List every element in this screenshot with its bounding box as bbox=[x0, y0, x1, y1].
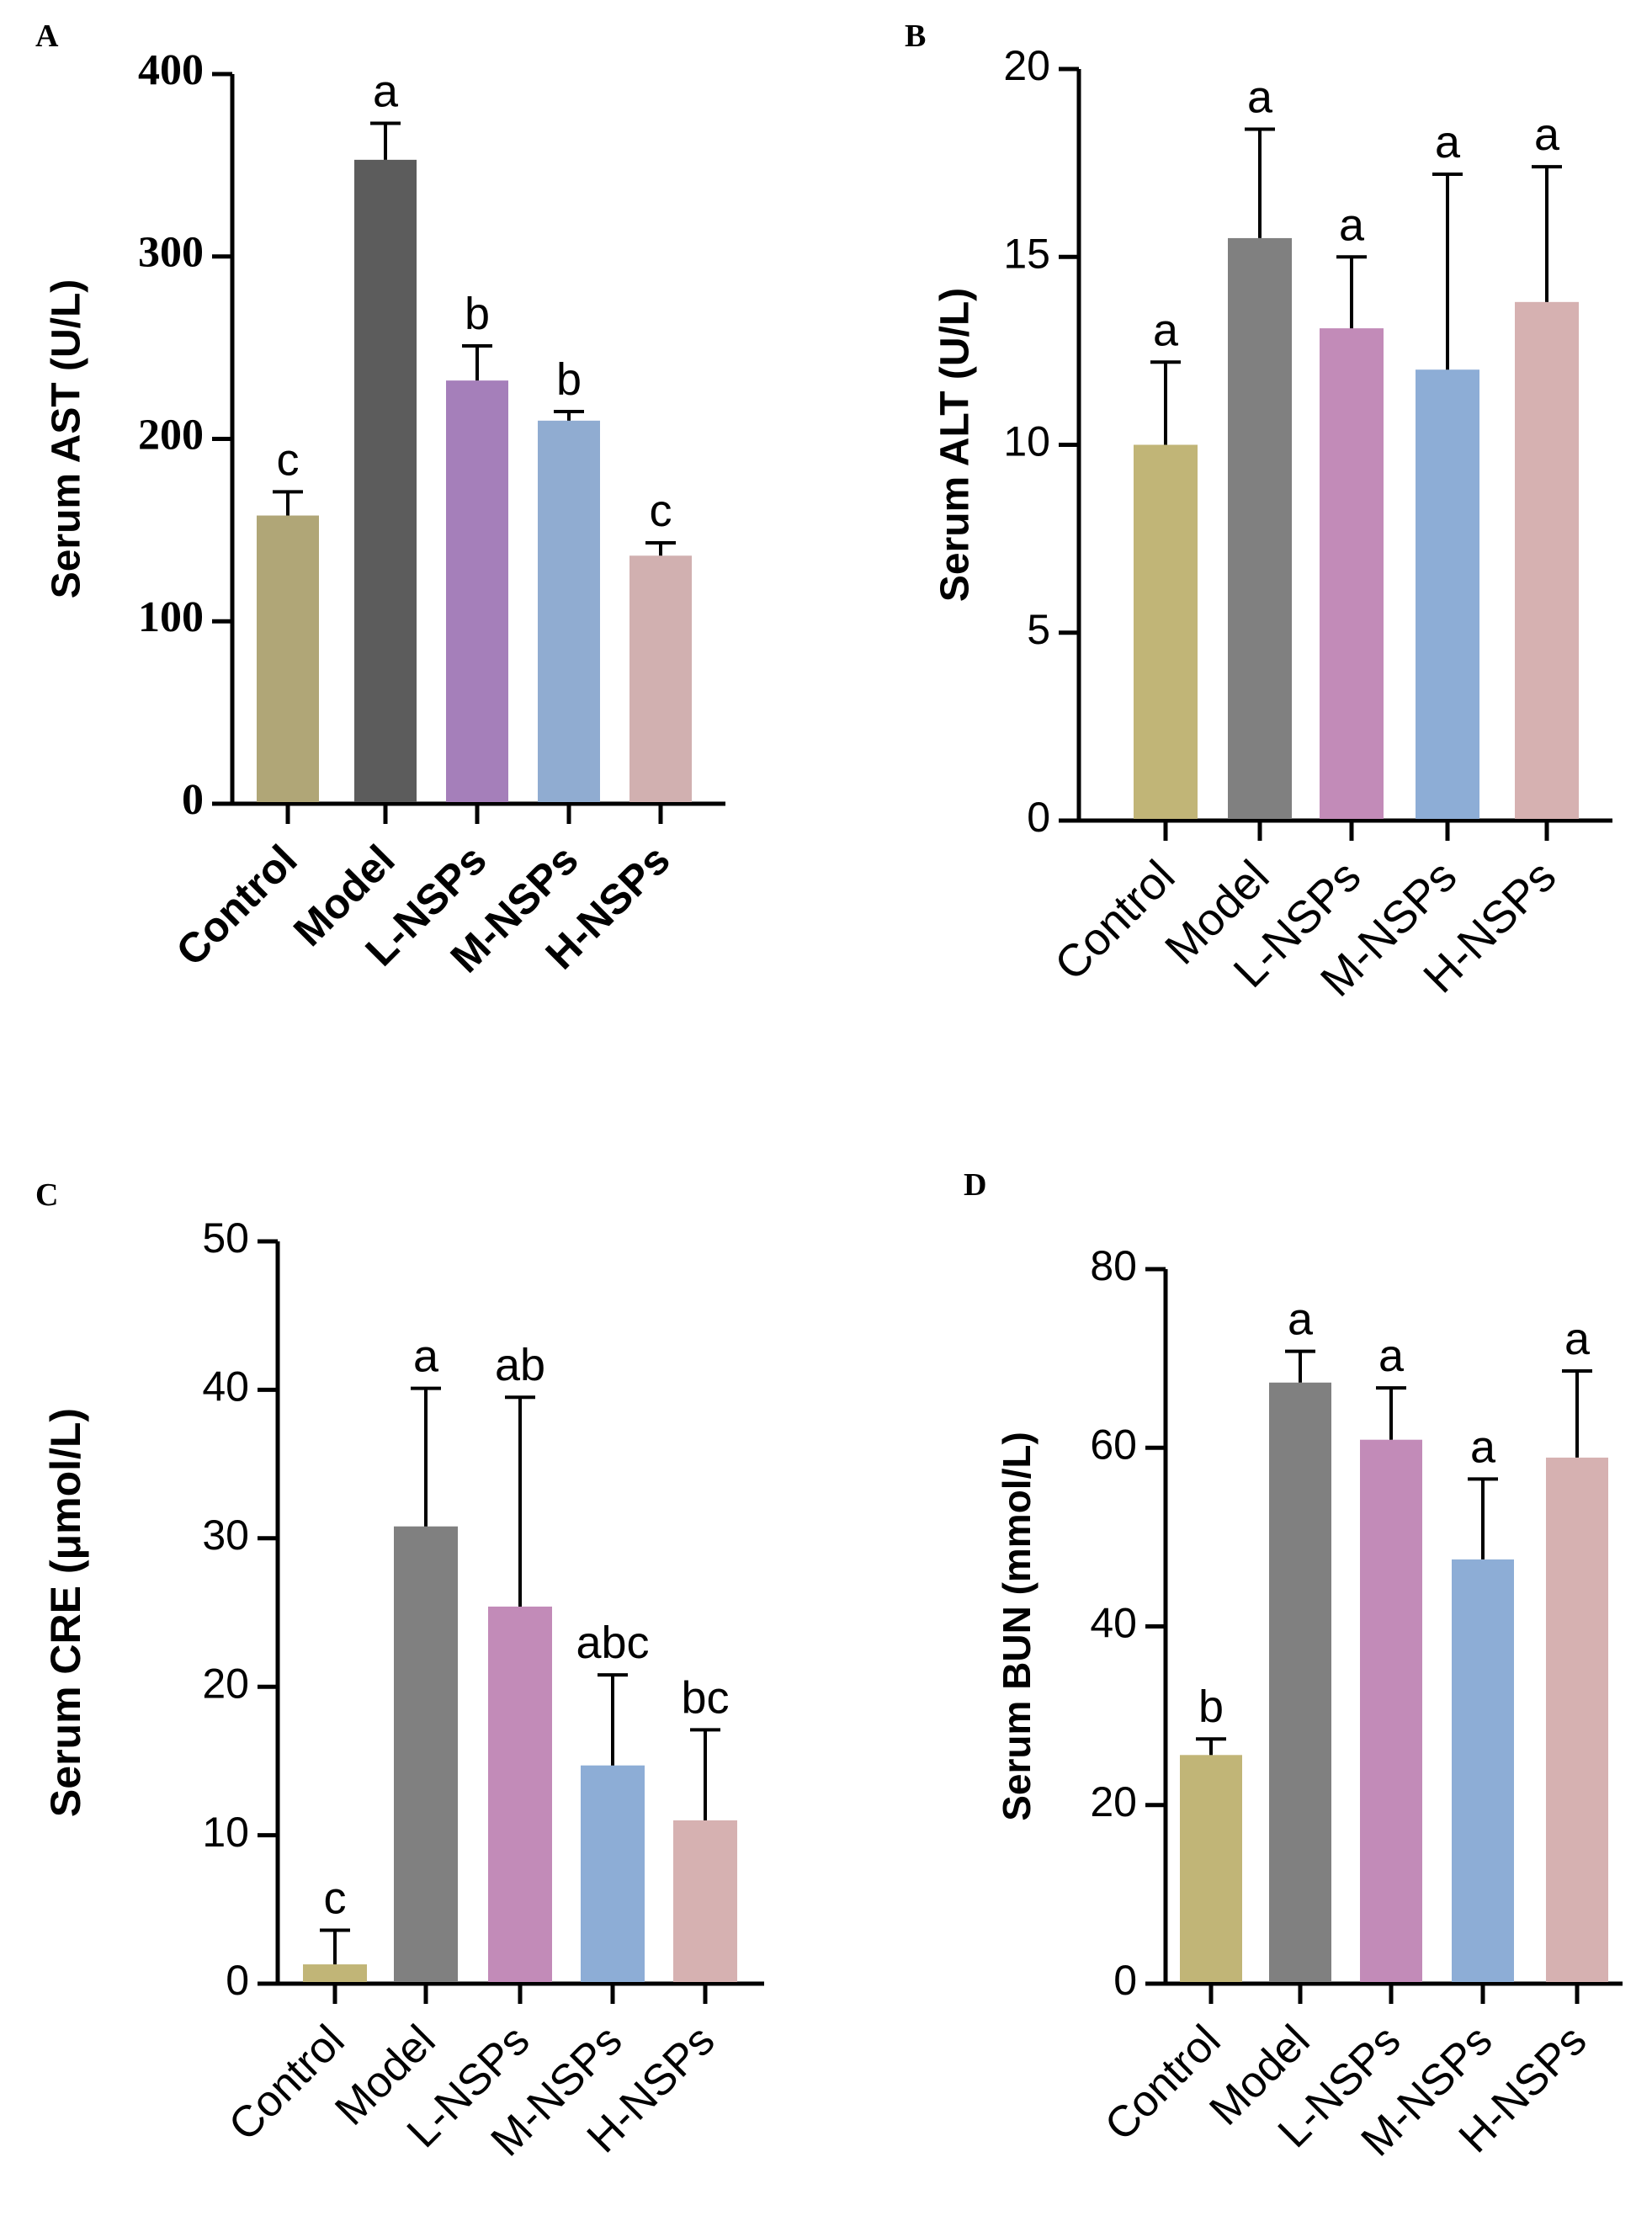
y-tick-label: 0 bbox=[1113, 1957, 1137, 2004]
y-tick-label: 60 bbox=[1090, 1421, 1137, 1468]
bar-l-nsps bbox=[488, 1606, 552, 1982]
y-tick-label: 20 bbox=[202, 1660, 249, 1707]
significance-label: b bbox=[465, 289, 490, 339]
significance-label: a bbox=[1435, 117, 1461, 167]
bar-m-nsps bbox=[1416, 369, 1479, 819]
significance-label: a bbox=[1153, 305, 1179, 355]
significance-label: a bbox=[1378, 1331, 1405, 1381]
bar-control bbox=[257, 515, 319, 802]
significance-label: abc bbox=[576, 1618, 649, 1668]
significance-label: b bbox=[1198, 1682, 1224, 1732]
significance-label: bc bbox=[681, 1672, 729, 1723]
y-tick-label: 20 bbox=[1003, 42, 1050, 89]
bar-l-nsps bbox=[1320, 328, 1384, 820]
y-tick-label: 80 bbox=[1090, 1242, 1137, 1289]
y-tick-label: 10 bbox=[1003, 418, 1050, 465]
bar-m-nsps bbox=[1452, 1559, 1514, 1982]
bar-h-nsps bbox=[1546, 1457, 1608, 1982]
y-tick-label: 40 bbox=[202, 1363, 249, 1411]
bar-l-nsps bbox=[1360, 1439, 1422, 1982]
bar-model bbox=[394, 1526, 458, 1982]
panel-letter: B bbox=[905, 19, 926, 54]
significance-label: a bbox=[1470, 1421, 1496, 1472]
bar-h-nsps bbox=[629, 555, 692, 802]
bar-control bbox=[303, 1964, 367, 1982]
y-tick-label: 400 bbox=[138, 46, 204, 94]
significance-label: a bbox=[413, 1331, 439, 1382]
bar-control bbox=[1134, 444, 1198, 819]
y-tick-label: 0 bbox=[182, 776, 204, 824]
significance-label: a bbox=[373, 66, 399, 117]
significance-label: ab bbox=[495, 1340, 545, 1390]
bar-model bbox=[1228, 237, 1292, 819]
y-tick-label: 300 bbox=[138, 229, 204, 277]
significance-label: c bbox=[324, 1873, 347, 1923]
y-tick-label: 200 bbox=[138, 411, 204, 459]
y-tick-label: 0 bbox=[1027, 794, 1050, 841]
y-axis-title: Serum AST (U/L) bbox=[45, 279, 89, 599]
bar-model bbox=[1269, 1382, 1331, 1982]
y-tick-label: 10 bbox=[202, 1809, 249, 1856]
bar-l-nsps bbox=[446, 380, 508, 802]
panel-letter: A bbox=[35, 19, 59, 54]
bar-model bbox=[354, 159, 417, 802]
y-tick-label: 40 bbox=[1090, 1600, 1137, 1647]
panel-letter: D bbox=[964, 1167, 986, 1203]
y-tick-label: 100 bbox=[138, 593, 204, 641]
significance-label: a bbox=[1247, 72, 1273, 122]
significance-label: a bbox=[1288, 1294, 1314, 1345]
bar-m-nsps bbox=[581, 1765, 645, 1982]
bar-h-nsps bbox=[1515, 301, 1579, 820]
bar-h-nsps bbox=[673, 1820, 737, 1982]
y-tick-label: 30 bbox=[202, 1512, 249, 1559]
significance-label: c bbox=[650, 486, 672, 536]
panel-letter: C bbox=[35, 1177, 58, 1213]
bar-control bbox=[1180, 1755, 1242, 1982]
y-tick-label: 5 bbox=[1027, 606, 1050, 653]
y-axis-title: Serum CRE (μmol/L) bbox=[42, 1408, 89, 1817]
significance-label: a bbox=[1339, 199, 1365, 250]
y-axis-title: Serum BUN (mmol/L) bbox=[995, 1432, 1038, 1821]
significance-label: c bbox=[277, 434, 300, 485]
significance-label: a bbox=[1564, 1314, 1591, 1364]
significance-label: a bbox=[1534, 109, 1560, 160]
y-tick-label: 0 bbox=[226, 1957, 249, 2004]
bar-m-nsps bbox=[538, 420, 600, 802]
y-tick-label: 15 bbox=[1003, 230, 1050, 277]
y-tick-label: 50 bbox=[202, 1214, 249, 1262]
y-axis-title: Serum ALT (U/L) bbox=[933, 288, 978, 602]
significance-label: b bbox=[556, 354, 582, 405]
y-tick-label: 20 bbox=[1090, 1778, 1137, 1825]
